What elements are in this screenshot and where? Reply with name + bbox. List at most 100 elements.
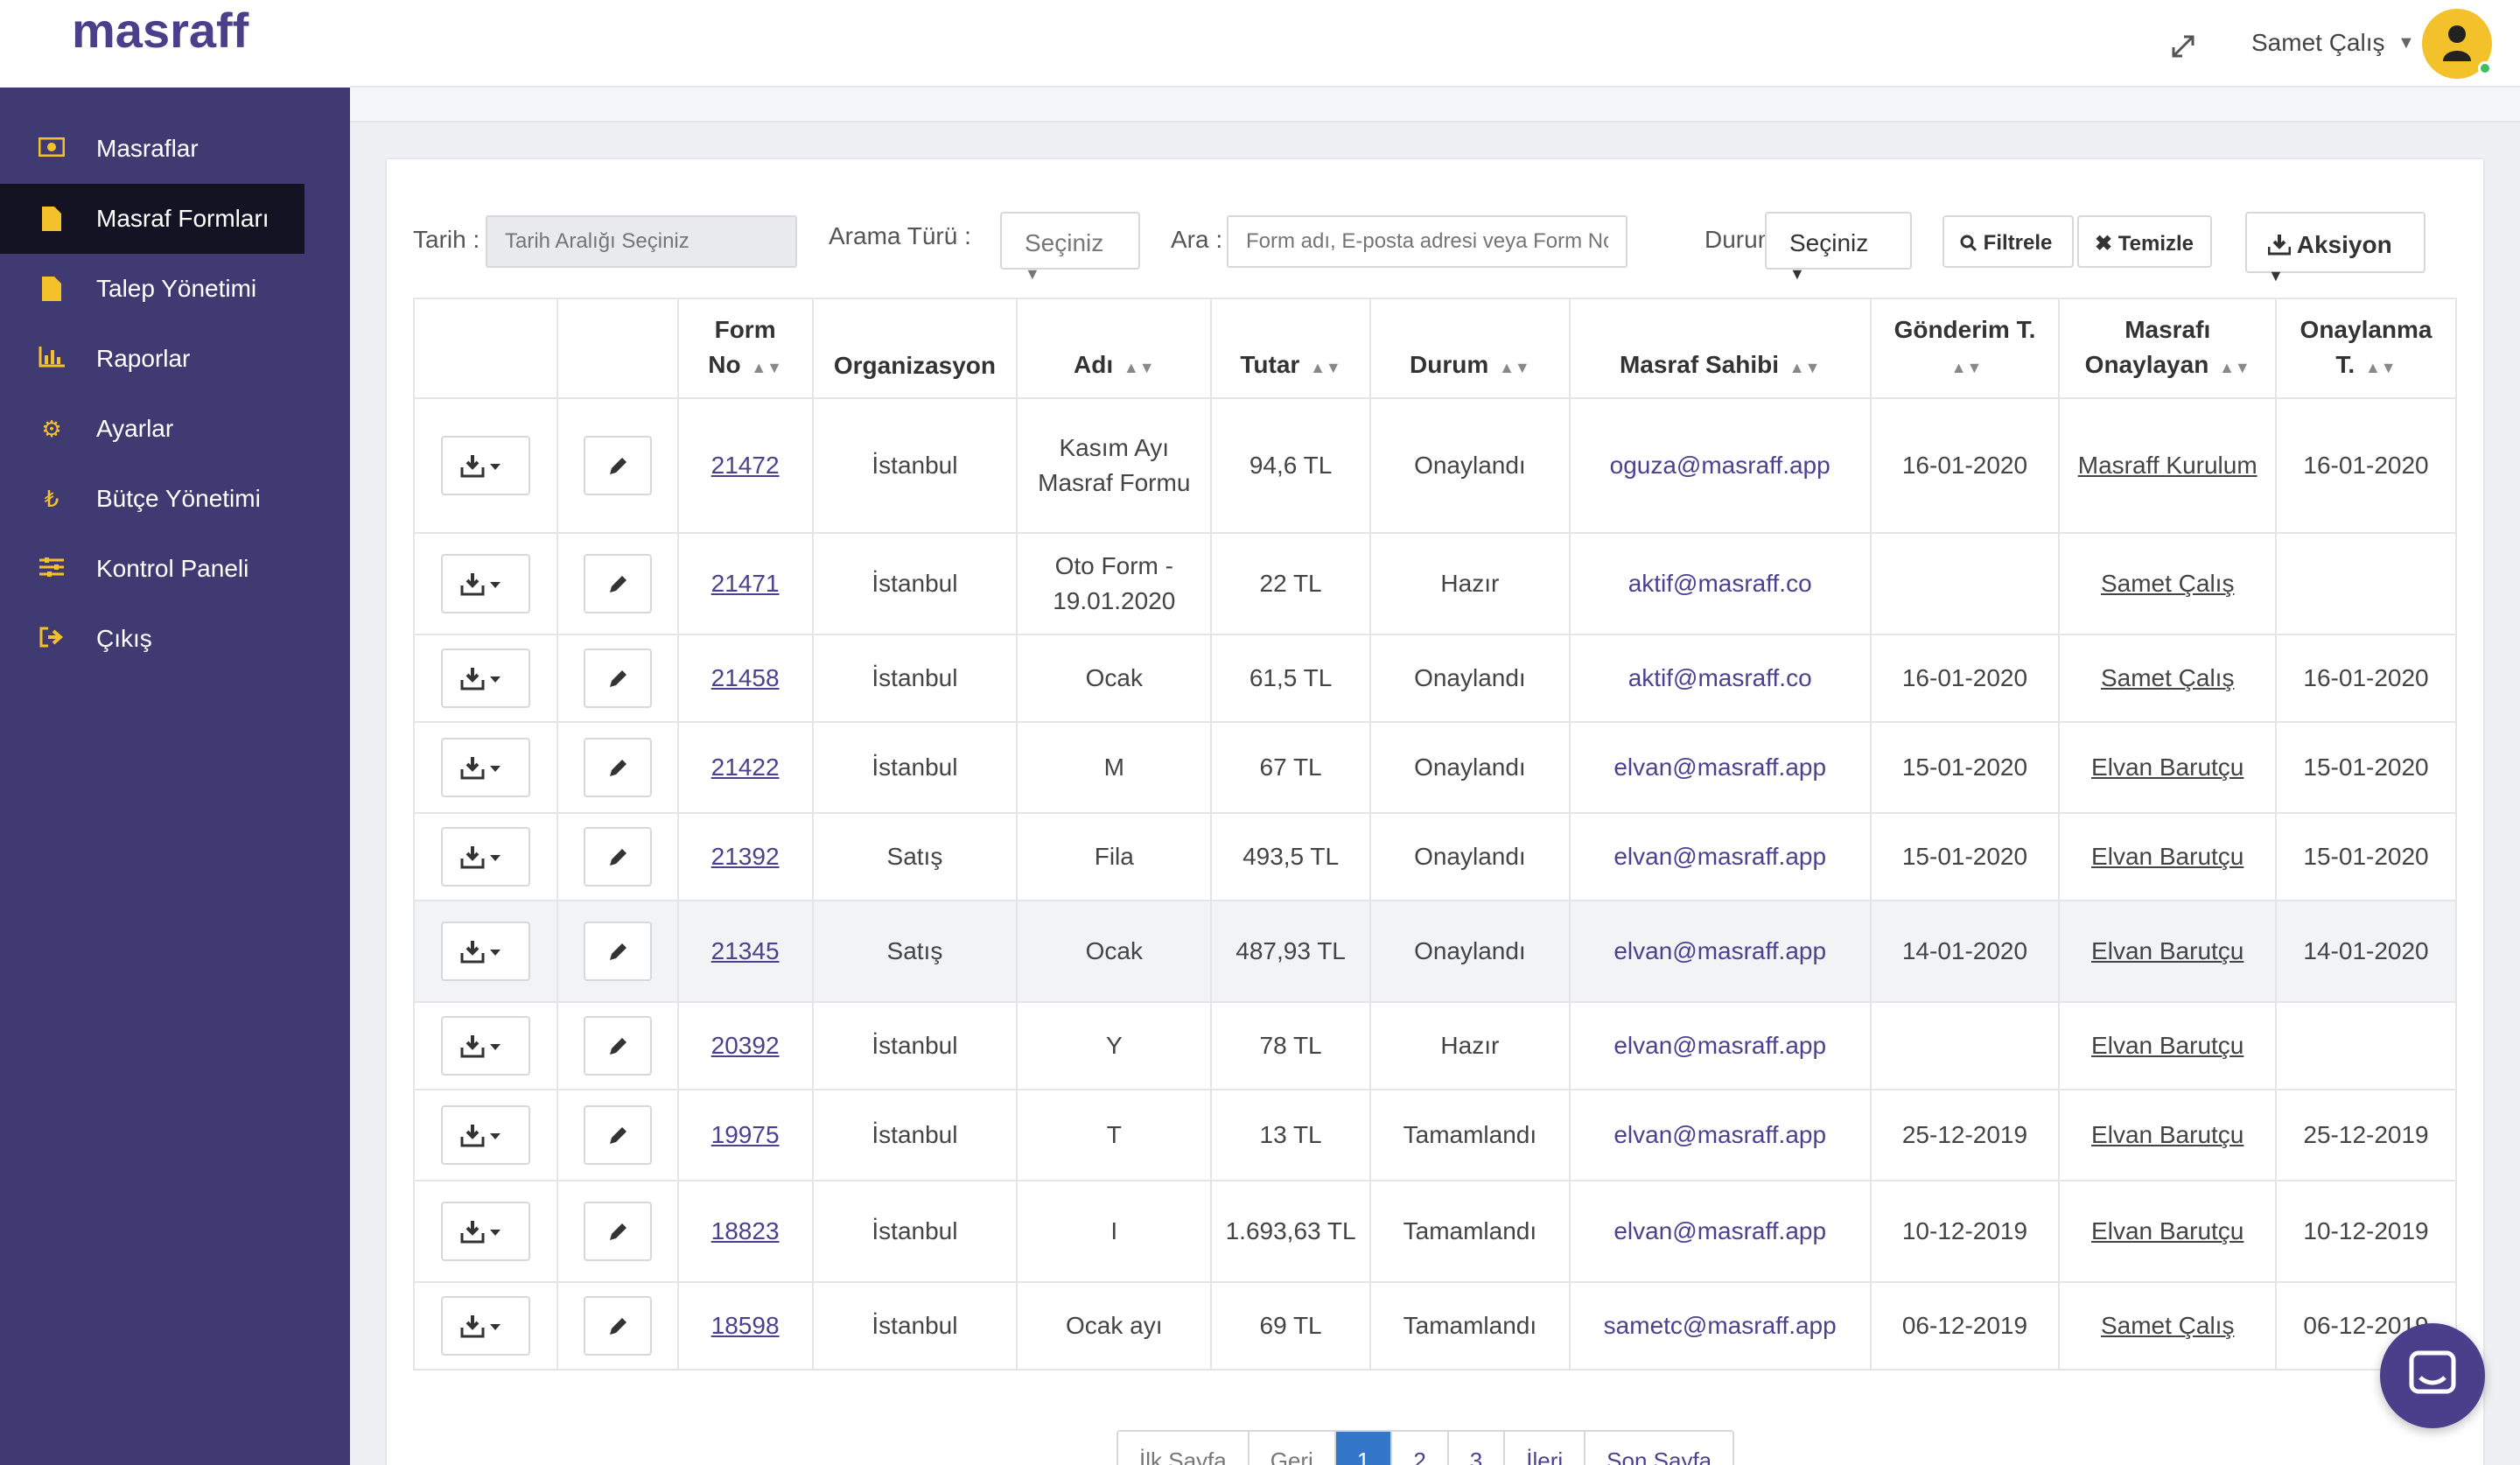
header-approved-date[interactable]: Onaylanma T. ▲▼ bbox=[2275, 298, 2457, 399]
header-amount[interactable]: Tutar ▲▼ bbox=[1210, 298, 1371, 399]
edit-button[interactable] bbox=[583, 1016, 652, 1076]
sidebar-item-kontrol-paneli[interactable]: Kontrol Paneli bbox=[0, 534, 304, 604]
header-form-no[interactable]: Form No ▲▼ bbox=[676, 298, 814, 399]
edit-button[interactable] bbox=[583, 648, 652, 708]
header-name[interactable]: Adı ▲▼ bbox=[1016, 298, 1213, 399]
pagination-page[interactable]: 3 bbox=[1449, 1432, 1506, 1465]
owner-email-link[interactable]: aktif@masraff.co bbox=[1628, 570, 1812, 597]
search-type-label: Arama Türü : bbox=[829, 222, 971, 249]
form-no-link[interactable]: 21472 bbox=[710, 452, 780, 479]
download-dropdown-button[interactable] bbox=[440, 1202, 530, 1261]
download-dropdown-button[interactable] bbox=[440, 1105, 530, 1165]
sidebar-item-ayarlar[interactable]: ⚙ Ayarlar bbox=[0, 394, 304, 464]
chevron-down-icon[interactable]: ▼ bbox=[2398, 33, 2415, 53]
sidebar-item-label: Raporlar bbox=[96, 345, 191, 372]
search-type-select[interactable]: Seçiniz ▼ bbox=[1000, 212, 1140, 283]
status-select[interactable]: Seçiniz ▼ bbox=[1765, 212, 1912, 283]
approver-link[interactable]: Masraff Kurulum bbox=[2077, 452, 2258, 479]
action-button[interactable]: Aksiyon ▼ bbox=[2245, 212, 2426, 284]
form-no-link[interactable]: 21471 bbox=[710, 570, 780, 597]
amount-cell: 78 TL bbox=[1210, 1001, 1371, 1090]
owner-email-link[interactable]: sametc@masraff.app bbox=[1603, 1312, 1837, 1339]
owner-email-link[interactable]: elvan@masraff.app bbox=[1614, 937, 1827, 964]
user-menu-name[interactable]: Samet Çalış bbox=[2251, 29, 2385, 56]
header-approver[interactable]: Masrafı Onaylayan ▲▼ bbox=[2058, 298, 2278, 399]
approver-cell: Masraff Kurulum bbox=[2058, 397, 2278, 534]
approver-link[interactable]: Samet Çalış bbox=[2100, 664, 2235, 691]
download-dropdown-button[interactable] bbox=[440, 922, 530, 981]
owner-email-link[interactable]: elvan@masraff.app bbox=[1614, 754, 1827, 781]
download-dropdown-button[interactable] bbox=[440, 554, 530, 613]
pagination-prev[interactable]: Geri bbox=[1250, 1432, 1336, 1465]
approver-link[interactable]: Elvan Barutçu bbox=[2091, 754, 2244, 781]
download-dropdown-button[interactable] bbox=[440, 436, 530, 495]
approver-link[interactable]: Elvan Barutçu bbox=[2091, 843, 2244, 870]
header-status[interactable]: Durum ▲▼ bbox=[1368, 298, 1571, 399]
owner-email-link[interactable]: elvan@masraff.app bbox=[1614, 843, 1827, 870]
sidebar-item-raporlar[interactable]: Raporlar bbox=[0, 324, 304, 394]
owner-email-link[interactable]: elvan@masraff.app bbox=[1614, 1217, 1827, 1244]
download-dropdown-button[interactable] bbox=[440, 1016, 530, 1076]
form-no-link[interactable]: 21458 bbox=[710, 664, 780, 691]
status-value: Seçiniz bbox=[1789, 229, 1869, 256]
edit-button[interactable] bbox=[583, 738, 652, 797]
header-label: Onaylayan bbox=[2084, 350, 2209, 378]
form-no-link[interactable]: 19975 bbox=[710, 1121, 780, 1148]
form-no-link[interactable]: 21392 bbox=[710, 843, 780, 870]
edit-button[interactable] bbox=[583, 922, 652, 981]
approver-cell: Samet Çalış bbox=[2058, 634, 2278, 723]
download-dropdown-button[interactable] bbox=[440, 648, 530, 708]
approver-link[interactable]: Elvan Barutçu bbox=[2091, 1121, 2244, 1148]
approver-link[interactable]: Elvan Barutçu bbox=[2091, 1032, 2244, 1059]
edit-button[interactable] bbox=[583, 1105, 652, 1165]
logo[interactable]: masraff bbox=[0, 0, 350, 88]
header-download bbox=[413, 298, 558, 399]
form-no-link[interactable]: 20392 bbox=[710, 1032, 780, 1059]
form-no-link[interactable]: 21345 bbox=[710, 937, 780, 964]
approver-link[interactable]: Elvan Barutçu bbox=[2091, 1217, 2244, 1244]
header-label: No bbox=[708, 350, 741, 378]
sidebar-item-cikis[interactable]: Çıkış bbox=[0, 604, 304, 674]
pagination-page[interactable]: 2 bbox=[1392, 1432, 1449, 1465]
table-row: 21458 İstanbul Ocak 61,5 TL Onaylandı aktif@m… bbox=[413, 634, 2457, 723]
header-sent-date[interactable]: Gönderim T. ▲▼ bbox=[1869, 298, 2061, 399]
form-no-link[interactable]: 18823 bbox=[710, 1217, 780, 1244]
edit-button[interactable] bbox=[583, 436, 652, 495]
edit-button[interactable] bbox=[583, 1296, 652, 1356]
pagination-page[interactable]: 1 bbox=[1335, 1432, 1393, 1465]
expand-icon[interactable] bbox=[2168, 32, 2198, 61]
search-input[interactable] bbox=[1227, 215, 1628, 268]
filter-button[interactable]: Filtrele bbox=[1942, 215, 2074, 268]
approver-link[interactable]: Samet Çalış bbox=[2100, 1312, 2235, 1339]
date-range-input[interactable] bbox=[486, 215, 797, 268]
pagination-first[interactable]: İlk Sayfa bbox=[1118, 1432, 1250, 1465]
owner-email-link[interactable]: oguza@masraff.app bbox=[1609, 452, 1830, 479]
download-dropdown-button[interactable] bbox=[440, 738, 530, 797]
status-cell: Tamamlandı bbox=[1368, 1180, 1571, 1283]
sidebar-item-masraflar[interactable]: Masraflar bbox=[0, 114, 304, 184]
download-dropdown-button[interactable] bbox=[440, 827, 530, 887]
owner-email-link[interactable]: elvan@masraff.app bbox=[1614, 1121, 1827, 1148]
download-icon bbox=[2267, 235, 2292, 256]
approver-link[interactable]: Elvan Barutçu bbox=[2091, 937, 2244, 964]
avatar[interactable] bbox=[2422, 9, 2492, 79]
approver-link[interactable]: Samet Çalış bbox=[2100, 570, 2235, 597]
sidebar-item-label: Ayarlar bbox=[96, 415, 174, 442]
download-dropdown-button[interactable] bbox=[440, 1296, 530, 1356]
sidebar-item-butce-yonetimi[interactable]: ₺ Bütçe Yönetimi bbox=[0, 464, 304, 534]
owner-email-link[interactable]: elvan@masraff.app bbox=[1614, 1032, 1827, 1059]
edit-button[interactable] bbox=[583, 1202, 652, 1261]
form-no-link[interactable]: 18598 bbox=[710, 1312, 780, 1339]
clear-button[interactable]: ✖ Temizle bbox=[2077, 215, 2212, 268]
sidebar-item-talep-yonetimi[interactable]: Talep Yönetimi bbox=[0, 254, 304, 324]
pagination-last[interactable]: Son Sayfa bbox=[1606, 1447, 1712, 1465]
sidebar-item-masraf-formlari[interactable]: Masraf Formları bbox=[0, 184, 304, 254]
edit-button[interactable] bbox=[583, 554, 652, 613]
pagination-next[interactable]: İleri bbox=[1505, 1432, 1586, 1465]
owner-email-link[interactable]: aktif@masraff.co bbox=[1628, 664, 1812, 691]
edit-button[interactable] bbox=[583, 827, 652, 887]
header-owner[interactable]: Masraf Sahibi ▲▼ bbox=[1568, 298, 1872, 399]
sidebar: Masraflar Masraf Formları Talep Yönetimi… bbox=[0, 88, 350, 1465]
form-no-link[interactable]: 21422 bbox=[710, 754, 780, 781]
chat-launcher-button[interactable] bbox=[2380, 1323, 2485, 1428]
